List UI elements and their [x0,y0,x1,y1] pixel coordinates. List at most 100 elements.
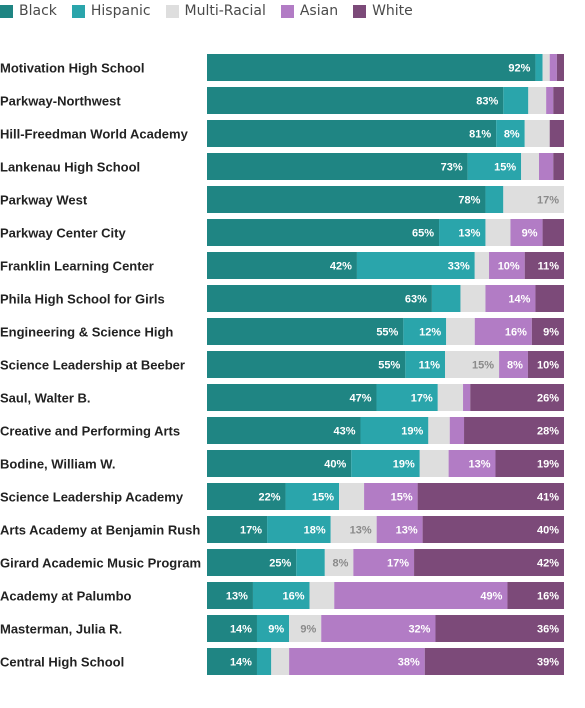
data-label-white: 28% [537,426,559,438]
bar-segment-white [470,384,564,411]
bar-segment-multi-racial [271,648,290,675]
data-label-black: 81% [469,129,491,141]
bar-row-motivation-high-school: Motivation High School 92% [0,54,564,81]
bar-segment-white [435,615,564,642]
bar-segment-white [524,252,564,279]
category-label: Engineering & Science High [0,325,173,340]
data-label-hispanic: 16% [282,591,304,603]
bar-segment-asian [499,351,528,378]
data-label-black: 55% [376,327,398,339]
data-label-white: 26% [537,393,559,405]
bar-row-hill-freedman-world-academy: Hill-Freedman World Academy 81% 8% [0,120,564,147]
bar-segment-asian [539,153,554,180]
bar-segment-multi-racial [524,120,550,147]
chart-legend: Black Hispanic Multi-Racial Asian White [0,2,428,20]
bar-row-saul-walter-b: Saul, Walter B. 47% 17% 26% [0,384,564,411]
bar-row-science-leadership-at-beeber: Science Leadership at Beeber 55% 11% 15% 8% 1… [0,351,564,378]
data-label-asian: 13% [468,459,490,471]
bar-segment-hispanic [256,648,272,675]
data-label-hispanic: 11% [419,360,441,372]
data-label-asian: 14% [508,294,530,306]
bar-segment-black [207,516,268,543]
bar-segment-black [207,549,297,576]
category-label: Central High School [0,655,124,670]
bar-row-phila-high-school-for-girls: Phila High School for Girls 63% 14% [0,285,564,312]
bar-segment-multi-racial [460,285,486,312]
bar-segment-hispanic [376,384,438,411]
bar-segment-black [207,417,361,444]
data-label-black: 40% [324,459,346,471]
bar-segment-hispanic [431,285,461,312]
bar-segment-asian [546,87,554,114]
bar-segment-white [464,417,564,444]
bar-segment-white [422,516,564,543]
legend-swatch-hispanic [71,4,85,18]
bar-segment-hispanic [485,186,504,213]
bar-segment-multi-racial [428,417,450,444]
bar-segment-asian [364,483,418,510]
category-label: Phila High School for Girls [0,292,165,307]
bar-segment-hispanic [267,516,331,543]
bar-segment-hispanic [256,615,290,642]
data-label-hispanic: 17% [411,393,433,405]
bar-segment-black [207,351,406,378]
bar-segment-asian [289,648,425,675]
legend-label-multi-racial: Multi-Racial [184,3,266,19]
data-label-white: 36% [537,624,559,636]
data-label-hispanic: 13% [458,228,480,240]
bar-segment-black [207,219,440,246]
bar-row-arts-academy-at-benjamin-rush: Arts Academy at Benjamin Rush 17% 18% 13% 13… [0,516,564,543]
bar-segment-white [542,219,564,246]
bar-segment-multi-racial [309,582,335,609]
data-label-black: 65% [412,228,434,240]
data-label-asian: 15% [391,492,413,504]
legend-item-white: White [353,3,413,19]
data-label-black: 78% [458,195,480,207]
bar-segment-multi-racial [485,219,511,246]
bar-segment-multi-racial [542,54,550,81]
bar-segment-white [495,450,564,477]
category-label: Bodine, William W. [0,457,115,472]
bar-segment-multi-racial [446,318,475,345]
bar-segment-hispanic [496,120,525,147]
bar-segment-hispanic [535,54,543,81]
legend-item-asian: Asian [280,3,338,19]
data-label-multi-racial: 17% [537,195,559,207]
data-label-black: 13% [226,591,248,603]
bar-segment-asian [474,318,532,345]
category-label: Hill-Freedman World Academy [0,127,189,142]
data-label-hispanic: 12% [419,327,441,339]
bar-row-parkway-west: Parkway West 78% 17% [0,186,564,213]
bar-row-engineering-science-high: Engineering & Science High 55% 12% 16% 9% [0,318,564,345]
data-label-black: 42% [330,261,352,273]
bar-segment-hispanic [356,252,475,279]
data-label-white: 9% [543,327,559,339]
bar-segment-asian [448,450,496,477]
bar-segment-white [424,648,564,675]
data-label-hispanic: 33% [448,261,470,273]
bar-segment-black [207,252,357,279]
bar-row-science-leadership-academy: Science Leadership Academy 22% 15% 15% 41% [0,483,564,510]
category-label: Parkway West [0,193,88,208]
bar-row-creative-and-performing-arts: Creative and Performing Arts 43% 19% 28% [0,417,564,444]
bar-segment-white [527,351,564,378]
data-label-hispanic: 19% [393,459,415,471]
data-label-black: 43% [333,426,355,438]
bar-segment-black [207,483,286,510]
bar-segment-hispanic [467,153,522,180]
bar-segment-white [556,54,564,81]
bar-segment-white [553,87,564,114]
bar-segment-hispanic [252,582,310,609]
data-label-black: 14% [230,657,252,669]
bar-segment-asian [489,252,525,279]
data-label-white: 40% [537,525,559,537]
bar-segment-black [207,582,253,609]
data-label-asian: 10% [498,261,520,273]
bar-row-bodine-william-w: Bodine, William W. 40% 19% 13% 19% [0,450,564,477]
data-label-asian: 32% [408,624,430,636]
bar-segment-asian [549,54,557,81]
legend-item-black: Black [0,3,57,19]
legend-label-white: White [372,3,413,19]
bar-segment-multi-racial [289,615,322,642]
